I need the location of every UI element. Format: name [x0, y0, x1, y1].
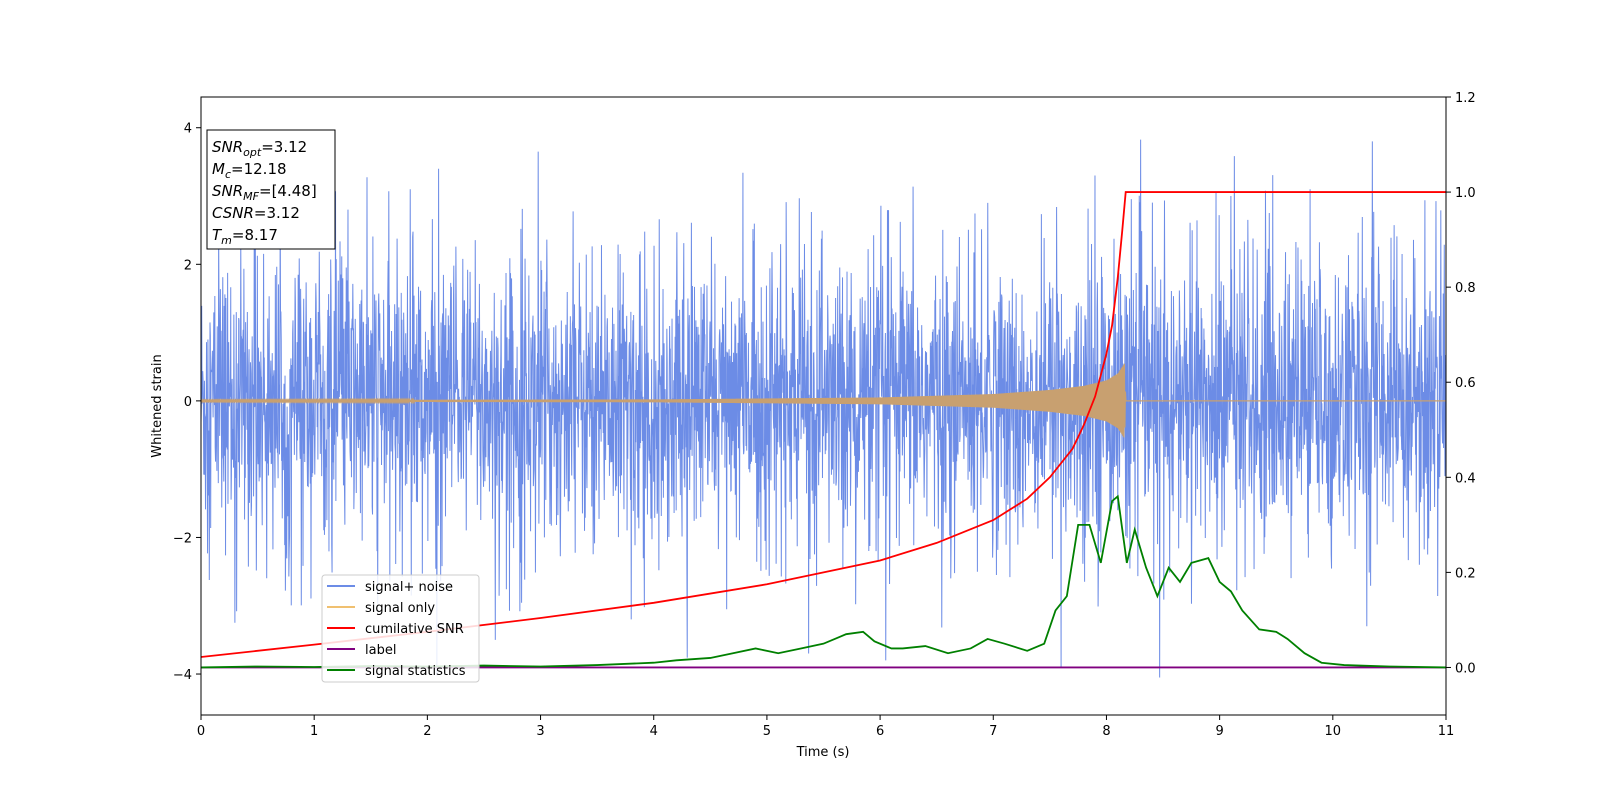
series-signal-statistics [201, 494, 1446, 669]
x-tick-label: 7 [989, 724, 997, 739]
y-axis-label: Whitened strain [150, 354, 165, 457]
stats-entry: Tm=8.17 [212, 226, 278, 247]
x-tick-label: 2 [423, 724, 431, 739]
x-tick-label: 5 [763, 724, 771, 739]
plot-frame [200, 96, 1447, 716]
y-tick-left-label: −4 [173, 668, 192, 683]
legend-label: signal+ noise [365, 580, 453, 595]
y-tick-right-label: 0.2 [1455, 566, 1476, 581]
axes: 0 1 2 3 4 5 6 7 8 9 10 11 4 2 0 −2 −4 1.2 1.0 0.8 0.6 0.4 0.2 0… [173, 91, 1476, 739]
x-tick-label: 4 [650, 724, 658, 739]
y-tick-left-label: 4 [184, 122, 192, 137]
stats-entry: SNRMF=[4.48] [212, 182, 317, 203]
series-signal-only [201, 363, 1446, 438]
stats-entry: SNRopt=3.12 [212, 138, 307, 159]
series-signal-noise [201, 139, 1446, 678]
stats-box: SNRopt=3.12Mc=12.18SNRMF=[4.48]CSNR=3.12… [206, 129, 336, 250]
x-tick-label: 1 [310, 724, 318, 739]
x-tick-label: 0 [197, 724, 205, 739]
y-tick-right-label: 0.6 [1455, 376, 1476, 391]
x-tick-label: 10 [1325, 724, 1342, 739]
x-axis-label: Time (s) [796, 745, 850, 760]
x-tick-label: 3 [536, 724, 544, 739]
y-tick-right-label: 0.0 [1455, 661, 1476, 676]
legend-label: signal only [365, 601, 435, 616]
y-tick-right-label: 0.4 [1455, 471, 1476, 486]
y-tick-right-label: 1.2 [1455, 91, 1476, 106]
legend: signal+ noise signal only cumilative SNR la… [321, 574, 480, 683]
x-tick-label: 11 [1438, 724, 1455, 739]
y-tick-left-label: 2 [184, 258, 192, 273]
y-tick-left-label: −2 [173, 531, 192, 546]
stats-entry: CSNR=3.12 [212, 204, 300, 222]
stats-entry: Mc=12.18 [212, 160, 287, 181]
y-tick-right-label: 0.8 [1455, 281, 1476, 296]
y-tick-left-label: 0 [184, 395, 192, 410]
series-cumilative-SNR [201, 191, 1446, 658]
legend-label: cumilative SNR [365, 622, 464, 637]
legend-label: label [365, 643, 396, 658]
x-tick-label: 8 [1102, 724, 1110, 739]
legend-frame [321, 574, 480, 683]
x-tick-label: 6 [876, 724, 884, 739]
stats-box-frame [206, 129, 336, 250]
y-tick-right-label: 1.0 [1455, 186, 1476, 201]
x-tick-label: 9 [1215, 724, 1223, 739]
legend-label: signal statistics [365, 664, 466, 679]
